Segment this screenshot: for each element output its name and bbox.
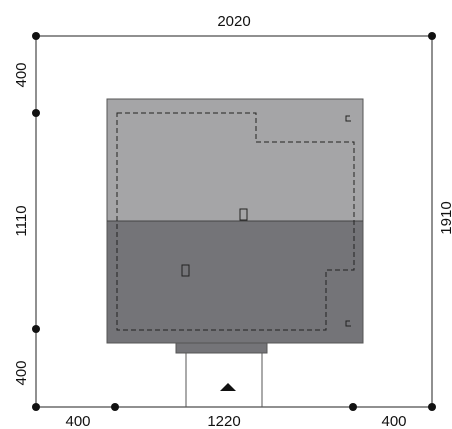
house-depth-label: 1110 [13, 205, 30, 236]
entrance-arrow-icon [220, 383, 236, 391]
left-setback-bottom-label: 400 [13, 360, 30, 385]
chimney-icon [239, 208, 248, 221]
chimney-icon [181, 264, 190, 277]
dimension-marker [32, 325, 40, 333]
total-depth-label: 1910 [438, 201, 452, 234]
vent-icon [345, 115, 351, 122]
roof-lower-section [106, 220, 364, 344]
house-footprint-outline [116, 112, 355, 331]
entrance-canopy-roof [175, 342, 268, 354]
house-width-label: 1220 [207, 413, 240, 429]
dimension-markers [32, 32, 436, 411]
corner-marker [428, 403, 436, 411]
dimension-marker [32, 109, 40, 117]
bottom-left-setback-label: 400 [65, 413, 90, 429]
corner-marker [32, 32, 40, 40]
bottom-right-setback-label: 400 [381, 413, 406, 429]
corner-marker [32, 403, 40, 411]
plot-boundary [35, 35, 433, 408]
roof-upper-section [106, 98, 364, 222]
left-setback-top-label: 400 [13, 62, 30, 87]
vent-icon [345, 320, 351, 327]
corner-marker [428, 32, 436, 40]
dimension-marker [111, 403, 119, 411]
dimension-marker [349, 403, 357, 411]
total-width-label: 2020 [217, 13, 250, 30]
entrance-path [185, 353, 263, 407]
